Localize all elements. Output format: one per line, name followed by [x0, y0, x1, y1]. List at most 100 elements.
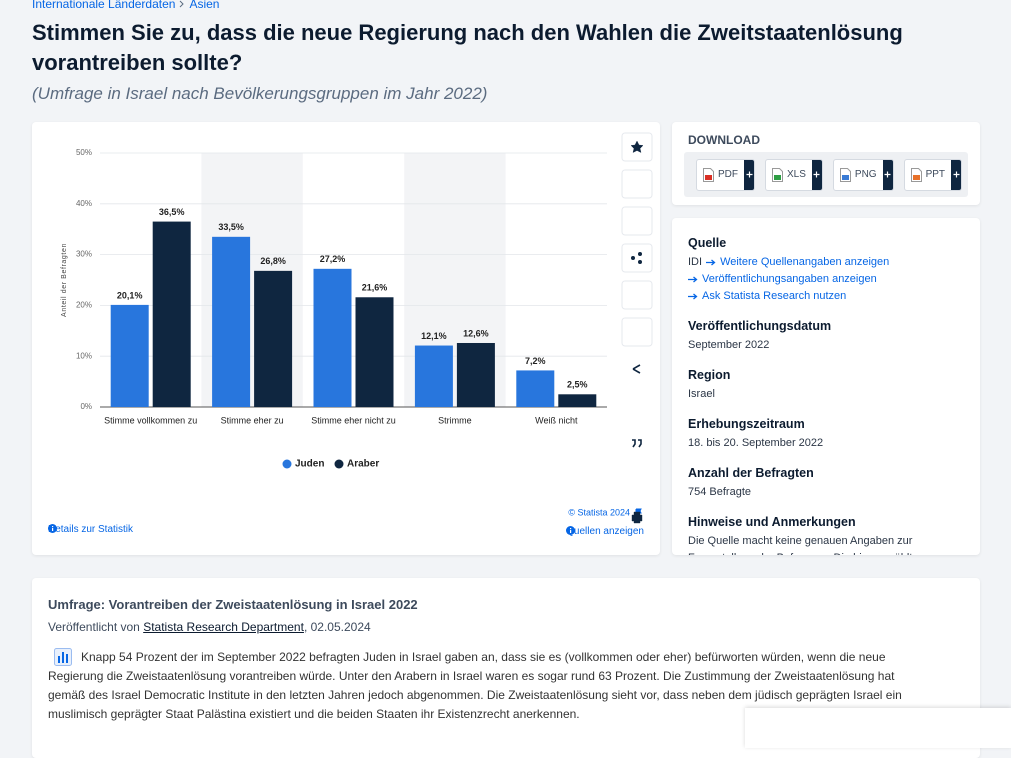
tool-icon [631, 256, 635, 260]
chart-card: 0% 10% 20% 30% 40% 50% Anteil der Befragten 20,… [32, 122, 660, 555]
info-heading: Veröffentlichungsdatum [688, 319, 832, 333]
info-content: Quelle IDI Weitere Quellenangaben anzeige… [688, 236, 968, 555]
arrow-icon [688, 293, 698, 300]
info-heading: Anzahl der Befragten [688, 466, 814, 480]
download-button[interactable]: PNG [832, 158, 894, 191]
value-label: 26,8% [260, 256, 286, 266]
source-link[interactable]: Ask Statista Research nutzen [702, 290, 847, 302]
source-link-wrap: Weitere Quellenangaben anzeigen [706, 254, 889, 271]
info-heading: Hinweise und Anmerkungen [688, 515, 856, 529]
bar [313, 268, 352, 407]
download-card: DOWNLOAD PDF XLS PNG PPT [672, 122, 980, 205]
info-card: Quelle IDI Weitere Quellenangaben anzeige… [672, 218, 980, 555]
download-buttons: PDF XLS PNG PPT [684, 152, 968, 197]
file-icon [910, 167, 922, 182]
x-tick-label: Stimme vollkommen zu [104, 415, 197, 425]
source-link-row: Veröffentlichungsangaben anzeigen [688, 271, 968, 288]
file-icon [839, 167, 851, 182]
bar [355, 297, 394, 407]
tool-icon [632, 364, 641, 374]
legend-label: Juden [295, 459, 324, 470]
file-icon [703, 167, 714, 182]
download-button[interactable]: PPT [903, 158, 963, 191]
breadcrumb-link[interactable]: Asien [189, 0, 220, 11]
y-tick-label: 20% [76, 301, 92, 310]
page-title: Stimmen Sie zu, dass die neue Regierung … [32, 20, 903, 75]
info-heading: Erhebungszeitraum [688, 417, 805, 431]
arrow-icon [688, 276, 698, 283]
tool-button[interactable] [621, 317, 653, 347]
plus-icon [884, 171, 891, 178]
subtitle: (Umfrage in Israel nach Bevölkerungsgrup… [32, 84, 488, 103]
byline: Veröffentlicht von Statista Research Dep… [48, 620, 371, 634]
download-button[interactable]: PDF [696, 158, 755, 191]
source-link[interactable]: Veröffentlichungsangaben anzeigen [702, 273, 877, 285]
tool-button[interactable] [621, 206, 653, 236]
credit: © Statista 2024 [568, 507, 630, 517]
source-row: IDI Weitere Quellenangaben anzeigen [688, 254, 968, 271]
value-label: 12,1% [421, 331, 447, 341]
legend-label: Araber [347, 459, 379, 470]
chevron [180, 0, 185, 8]
info-icon [566, 526, 576, 535]
download-title: DOWNLOAD [688, 133, 760, 147]
article-card: Umfrage: Vorantreiben der Zweistaatenlös… [32, 578, 980, 758]
bar [456, 342, 495, 407]
article-text: Knapp 54 Prozent der im September 2022 b… [48, 650, 902, 721]
tool-button[interactable] [621, 243, 653, 273]
plus-icon [813, 171, 820, 178]
tool-icon [638, 252, 642, 256]
details-link[interactable]: Details zur Statistik [48, 524, 133, 535]
y-tick-label: 30% [76, 250, 92, 259]
tool-button[interactable] [621, 169, 653, 199]
format-name: PPT [925, 169, 946, 180]
source-name: IDI [688, 256, 703, 268]
info-value: September 2022 [688, 339, 770, 351]
download-button[interactable]: XLS [765, 158, 823, 191]
value-label: 2,5% [567, 380, 588, 390]
info-value: Die Quelle macht keine genauen Angaben z… [688, 535, 925, 555]
format-name: PDF [718, 169, 738, 180]
breadcrumb-link[interactable]: Internationale Länderdaten [32, 0, 176, 11]
bar [110, 304, 149, 407]
plus-tab [882, 159, 893, 190]
bar [152, 221, 191, 407]
y-tick-label: 10% [76, 351, 92, 360]
source-link-row: Ask Statista Research nutzen [688, 288, 968, 305]
bar [254, 270, 293, 407]
info-value: Israel [688, 388, 715, 400]
legend-swatch [334, 459, 344, 469]
value-label: 12,6% [463, 328, 489, 338]
format-name: PNG [854, 169, 877, 180]
author-link[interactable]: Statista Research Department [143, 620, 304, 634]
breadcrumb: Internationale Länderdaten Asien [32, 0, 219, 11]
x-tick-label: Strimme [438, 415, 472, 425]
download-label: PPT [905, 160, 951, 190]
source-link[interactable]: Weitere Quellenangaben anzeigen [720, 256, 890, 268]
source-links: Veröffentlichungsangaben anzeigen Ask Sta… [688, 271, 968, 305]
sources-link[interactable]: Quellen anzeigen [566, 526, 644, 537]
popup [745, 708, 1011, 748]
bar [212, 236, 251, 407]
x-tick-label: Stimme eher nicht zu [311, 415, 396, 425]
plus-tab [811, 159, 822, 190]
x-tick-label: Weiß nicht [535, 415, 578, 425]
y-axis-label: Anteil der Befragten [61, 243, 68, 317]
chart-icon [54, 648, 72, 666]
sources-text: Quellen anzeigen [566, 526, 644, 537]
tool-button[interactable] [621, 280, 653, 310]
plus-tab [951, 159, 962, 190]
bar [558, 394, 597, 407]
bar [414, 345, 453, 407]
byline-date: , 02.05.2024 [303, 620, 371, 634]
chart: 0% 10% 20% 30% 40% 50% Anteil der Befragten 20,… [61, 132, 653, 524]
tool-icon [632, 439, 642, 448]
y-tick-label: 0% [80, 402, 92, 411]
info-value: 18. bis 20. September 2022 [688, 437, 824, 449]
tool-icon [638, 260, 642, 264]
tool-icon [631, 511, 643, 524]
download-label: PDF [697, 160, 744, 190]
article-title: Umfrage: Vorantreiben der Zweistaatenlös… [48, 597, 418, 612]
value-label: 7,2% [525, 356, 546, 366]
download-label: XLS [766, 160, 812, 190]
